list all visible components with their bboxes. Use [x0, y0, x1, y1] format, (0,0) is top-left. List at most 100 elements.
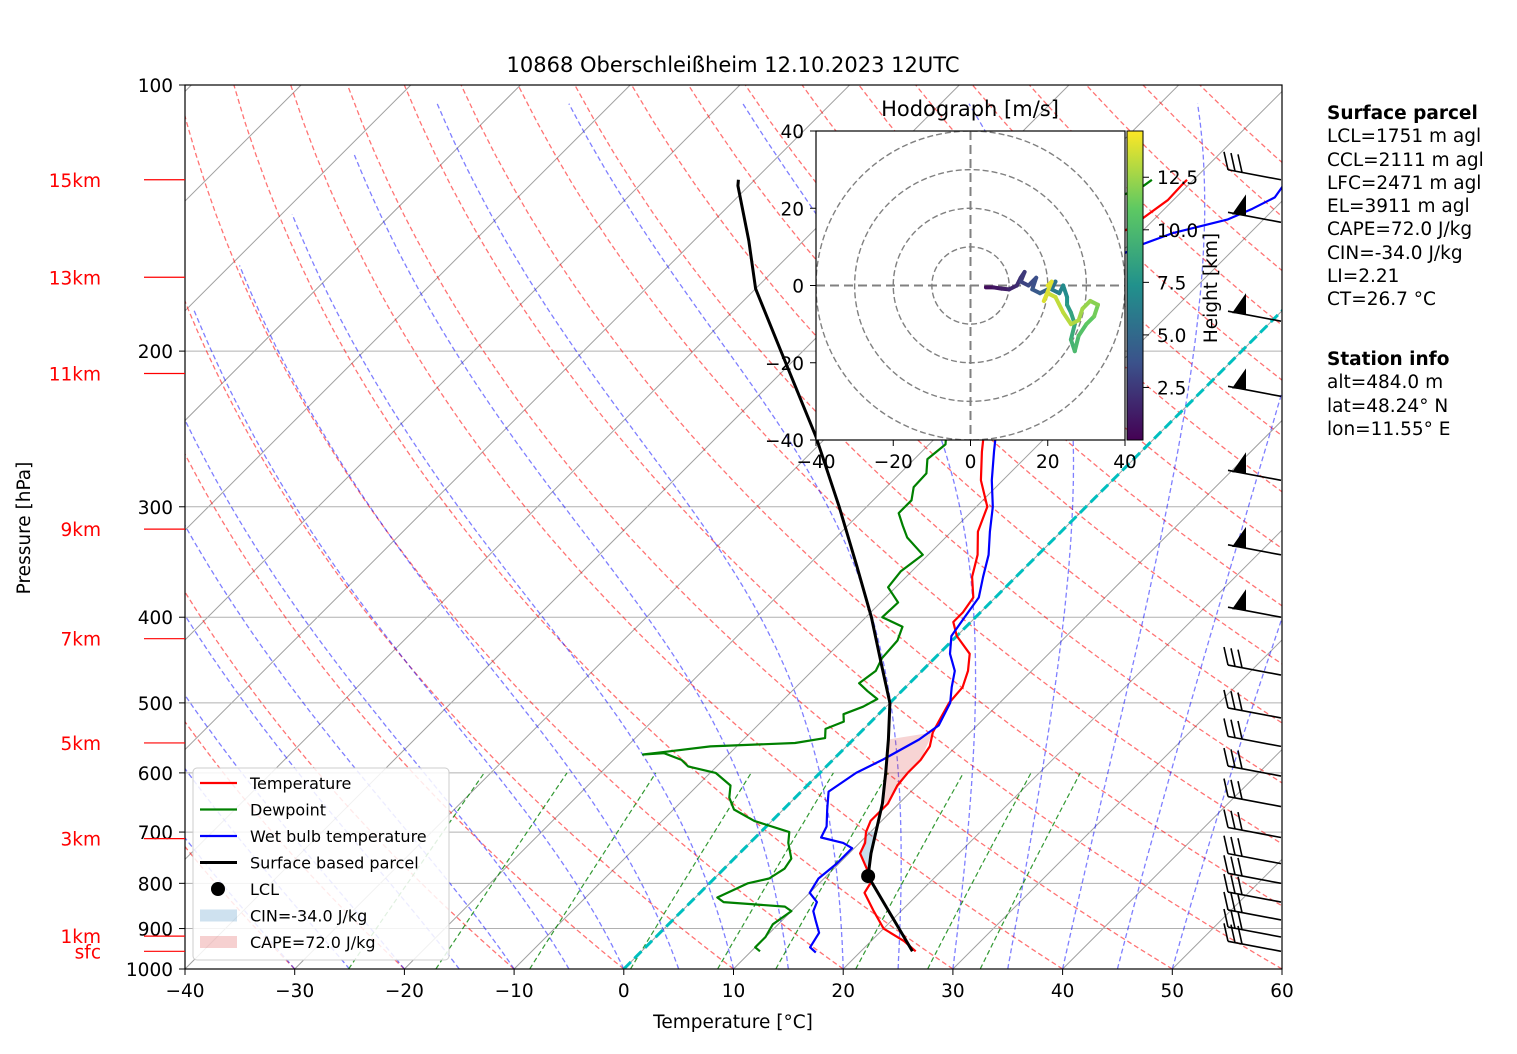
wind-barb-feather [1223, 835, 1229, 854]
height-label: 1km [60, 927, 101, 948]
dry-adiabat-line [185, 299, 734, 969]
dry-adiabat-line [233, 85, 954, 969]
wind-barb [1227, 926, 1282, 938]
surface-parcel-panel: Surface parcel LCL=1751 m agl CCL=2111 m… [1327, 102, 1484, 312]
colorbar-label: Height [km] [1201, 233, 1222, 343]
wind-barb-feather [1230, 691, 1236, 710]
dry-adiabat-line [290, 85, 1063, 969]
x-tick-label: −40 [165, 981, 204, 1002]
moist-adiabat-line [968, 103, 1075, 969]
x-tick-label: −10 [495, 981, 534, 1002]
height-label: sfc [75, 942, 101, 963]
mixing-ratio-line [717, 772, 834, 969]
wind-barb [1227, 826, 1282, 839]
wind-barb-feather [1223, 689, 1229, 709]
hodograph-segment [1092, 302, 1100, 319]
colorbar-tick-label: 2.5 [1157, 378, 1186, 399]
mixing-ratio-line [629, 772, 752, 969]
wind-barb-pennant [1232, 452, 1246, 474]
isotherm-line [733, 419, 1282, 969]
moist-adiabat-line [1171, 616, 1282, 969]
colorbar-tick-label: 5.0 [1157, 326, 1186, 347]
y-tick-label: 500 [138, 694, 173, 715]
dry-adiabat-line [403, 85, 1282, 969]
dry-adiabat-line [460, 85, 1282, 907]
hodograph-segment [1076, 322, 1089, 338]
wind-barb-feather [1223, 855, 1229, 874]
colorbar-tick-label: 7.5 [1157, 273, 1186, 294]
wind-barb-feather [1223, 809, 1229, 828]
surface-parcel-profile [736, 179, 914, 953]
hodo-y-tick-label: −20 [765, 354, 804, 375]
height-label: 3km [60, 830, 101, 851]
x-tick-label: −30 [275, 981, 314, 1002]
isotherm-line [623, 310, 1282, 969]
legend-swatch [200, 909, 237, 922]
wind-barb-pennant [1232, 194, 1246, 216]
hodograph-colorbar [1126, 130, 1144, 441]
cape-area [882, 732, 933, 804]
wind-barb-feather [1230, 910, 1236, 929]
wind-barb [1227, 707, 1282, 719]
hodograph-segment [1072, 333, 1081, 354]
colorbar-tick-label: 10.0 [1157, 221, 1198, 242]
legend-label: CAPE=72.0 J/kg [250, 933, 376, 952]
x-tick-label: 60 [1270, 981, 1294, 1002]
wind-barb-feather [1230, 856, 1236, 875]
cin-value: CIN=-34.0 J/kg [1327, 242, 1463, 264]
moist-adiabat-line [1061, 103, 1206, 969]
moist-adiabat-line [742, 103, 977, 969]
y-tick-label: 700 [138, 823, 173, 844]
hodograph-segment [1076, 306, 1085, 323]
isotherm-line [185, 85, 631, 531]
x-tick-label: 0 [618, 981, 630, 1002]
wind-barb-feather [1237, 780, 1243, 800]
y-tick-label: 600 [138, 764, 173, 785]
wind-barb-feather [1237, 154, 1243, 173]
hodograph: Hodograph [m/s] −40 −20 0 20 40 40 20 0 −20 −40 2… [765, 97, 1222, 473]
hodograph-segment [1053, 295, 1066, 315]
moist-adiabat-line [238, 265, 680, 969]
station-info-panel: Station info alt=484.0 m lat=48.24° N lo… [1327, 348, 1450, 441]
el-value: EL=3911 m agl [1327, 196, 1470, 218]
dry-adiabat-line [346, 85, 1173, 969]
x-axis-label: Temperature [°C] [652, 1012, 813, 1033]
wind-barb-feather [1237, 857, 1243, 877]
wind-barb-feather [1223, 646, 1229, 666]
legend-label: Surface based parcel [250, 854, 419, 873]
moist-adiabat-line [193, 310, 625, 969]
wind-barb-feather [1223, 923, 1229, 942]
colorbar-tick-label: 12.5 [1157, 168, 1198, 189]
y-tick-label: 900 [138, 920, 173, 941]
surface-parcel-title: Surface parcel [1327, 103, 1478, 124]
wind-barb-feather [1237, 911, 1243, 930]
y-tick-label: 400 [138, 608, 173, 629]
wind-barb [1227, 168, 1282, 181]
hodo-x-tick-label: −20 [874, 452, 913, 473]
height-label: 9km [60, 520, 101, 541]
wind-barb-feather [1230, 893, 1236, 912]
mixing-ratio-line [855, 772, 964, 969]
isotherm-line [513, 200, 1282, 969]
hodo-x-tick-label: 20 [1036, 452, 1060, 473]
x-tick-label: 10 [722, 981, 746, 1002]
isotherm-line [842, 529, 1282, 969]
wind-barb-feather [1230, 749, 1236, 768]
station-info-title: Station info [1327, 349, 1450, 370]
wind-barb-pennant [1232, 526, 1246, 548]
li-value: LI=2.21 [1327, 266, 1400, 288]
dry-adiabat-line [185, 452, 625, 969]
mixing-ratio-line [529, 772, 657, 969]
hodograph-segment [1061, 310, 1073, 327]
hodograph-segment [1030, 275, 1039, 292]
dry-adiabat-line [517, 85, 1282, 845]
cape-value: CAPE=72.0 J/kg [1327, 219, 1473, 241]
height-label: 7km [60, 630, 101, 651]
wind-barb-feather [1237, 811, 1243, 831]
hodo-y-tick-label: −40 [765, 431, 804, 452]
hodo-x-tick-label: −40 [796, 452, 835, 473]
mixing-ratio-line [435, 772, 568, 969]
hodo-y-tick-label: 0 [792, 277, 804, 298]
legend-label: LCL [250, 880, 279, 899]
